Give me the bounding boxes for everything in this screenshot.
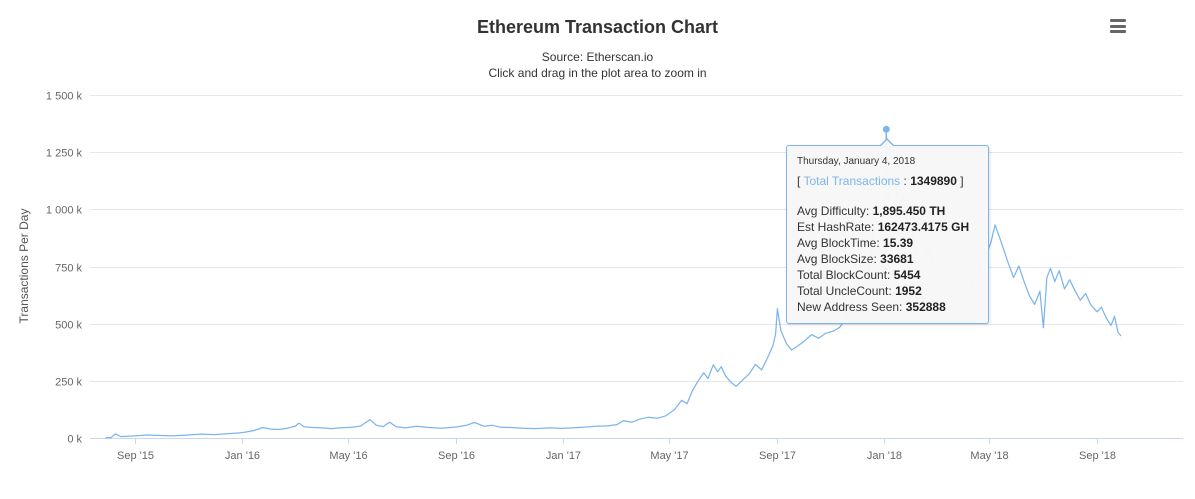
x-axis-tick-label: Sep '18 (1079, 450, 1116, 462)
x-axis-tick-label: May '16 (329, 450, 367, 462)
subtitle-zoom-hint: Click and drag in the plot area to zoom … (488, 66, 707, 80)
x-axis-tick-label: May '18 (970, 450, 1008, 462)
x-axis-tick-label: Jan '16 (225, 450, 260, 462)
y-axis-tick-label: 1 000 k (46, 205, 83, 217)
total-transactions-series-line (105, 128, 1122, 439)
tooltip-row: Avg Difficulty: 1,895.450 TH (797, 204, 946, 218)
tooltip-row: Avg BlockSize: 33681 (797, 252, 914, 266)
tooltip-series-value: 1349890 (910, 174, 957, 188)
tooltip-row: New Address Seen: 352888 (797, 300, 946, 314)
page-title: Ethereum Transaction Chart (476, 17, 719, 37)
x-axis-tick-label: Sep '17 (759, 450, 796, 462)
chart-tooltip: Thursday, January 4, 2018 [ Total Transa… (786, 138, 989, 324)
subtitle-source: Source: Etherscan.io (541, 50, 654, 64)
tooltip-date: Thursday, January 4, 2018 (797, 156, 916, 167)
x-axis-tick-label: Sep '16 (438, 450, 475, 462)
y-axis-tick-label: 0 k (67, 434, 82, 446)
tooltip-row: Est HashRate: 162473.4175 GH (797, 220, 970, 234)
y-axis-tick-label: 500 k (55, 320, 82, 332)
y-axis-tick-label: 1 250 k (46, 148, 83, 160)
tooltip-row: Total BlockCount: 5454 (797, 268, 921, 282)
x-axis-tick-label: Jan '18 (867, 450, 902, 462)
tooltip-series-name: Total Transactions (803, 174, 901, 188)
tooltip-rows: Avg Difficulty: 1,895.450 TH Est HashRate… (797, 203, 978, 315)
y-axis-tick-label: 750 k (55, 263, 82, 275)
x-axis-tick-label: May '17 (650, 450, 688, 462)
tooltip-series-line: [ Total Transactions : 1349890 ] (797, 174, 964, 188)
export-menu-button[interactable] (1110, 19, 1128, 33)
hamburger-icon (1110, 19, 1126, 22)
y-axis-tick-label: 250 k (55, 377, 82, 389)
tooltip-row: Avg BlockTime: 15.39 (797, 236, 914, 250)
tooltip-row: Total UncleCount: 1952 (797, 284, 922, 298)
y-axis-tick-label: 1 500 k (46, 91, 83, 103)
x-axis-tick-label: Jan '17 (546, 450, 581, 462)
x-axis-tick-label: Sep '15 (117, 450, 154, 462)
hovered-point-marker[interactable] (882, 125, 890, 133)
